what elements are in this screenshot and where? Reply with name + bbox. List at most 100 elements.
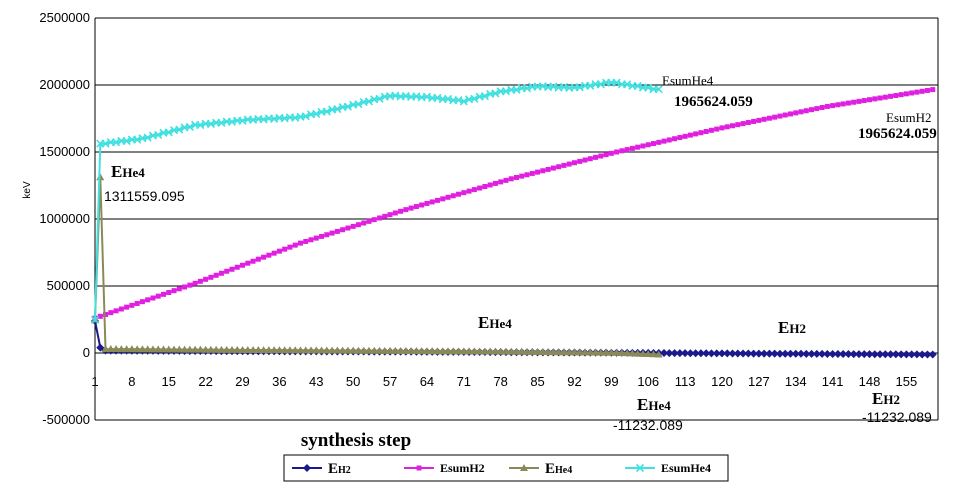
grid-lines — [95, 17, 938, 354]
point-EHe4-40 — [301, 346, 310, 354]
point-EsumH2-123 — [740, 121, 746, 127]
point-EH2-112 — [681, 349, 690, 358]
point-EsumH2-152 — [893, 92, 899, 98]
point-EsumH2-35 — [276, 248, 282, 254]
point-EHe4-16 — [175, 345, 184, 353]
point-EsumH2-122 — [735, 122, 741, 128]
series-EHe4 — [91, 173, 663, 358]
point-EsumHe4-12 — [154, 130, 163, 140]
point-EsumH2-88 — [556, 164, 562, 170]
point-EHe4-39 — [296, 346, 305, 354]
point-EsumH2-138 — [819, 105, 825, 111]
point-EsumH2-102 — [629, 145, 635, 151]
point-EsumH2-155 — [909, 90, 915, 96]
point-EH2-113 — [686, 349, 695, 358]
point-EsumH2-158 — [924, 87, 930, 93]
x-tick-71: 71 — [457, 374, 471, 389]
point-EsumH2-119 — [719, 125, 725, 131]
point-EH2-121 — [728, 349, 737, 358]
point-EsumH2-32 — [261, 254, 267, 260]
point-EHe4-63 — [422, 347, 431, 355]
point-EsumH2-91 — [571, 160, 577, 166]
point-EHe4-38 — [291, 346, 300, 354]
point-EsumH2-56 — [387, 212, 393, 218]
point-EHe4-72 — [470, 347, 479, 355]
point-EsumH2-47 — [340, 227, 346, 233]
point-EsumH2-103 — [635, 144, 641, 150]
legend-label-EsumH2: EsumH2 — [440, 461, 485, 475]
point-EHe4-35 — [275, 346, 284, 354]
point-EsumH2-55 — [382, 213, 388, 219]
point-EsumH2-34 — [271, 250, 277, 256]
point-EH2-116 — [702, 349, 711, 358]
point-EHe4-75 — [486, 347, 495, 355]
legend-label-EHe4: EHe4 — [545, 461, 572, 477]
point-EHe4-68 — [449, 347, 458, 355]
point-EHe4-82 — [523, 347, 532, 355]
annotation-ehe4-bottom-value: -11232.089 — [613, 417, 683, 433]
y-tick-labels: 2500000 2000000 1500000 1000000 500000 0 -5000… — [39, 10, 90, 427]
point-EsumH2-14 — [166, 289, 172, 295]
point-EH2-109 — [665, 349, 674, 358]
x-tick-8: 8 — [128, 374, 135, 389]
point-EsumH2-13 — [160, 291, 166, 297]
point-EsumHe4-0 — [90, 315, 100, 324]
point-EsumH2-48 — [345, 225, 351, 231]
point-EsumHe4-70 — [459, 97, 468, 106]
point-EHe4-98 — [607, 348, 616, 356]
point-EsumH2-17 — [182, 284, 188, 290]
point-EsumH2-9 — [139, 299, 145, 305]
point-EsumH2-87 — [550, 165, 556, 171]
point-EsumH2-139 — [824, 103, 830, 109]
point-EsumH2-71 — [466, 188, 472, 194]
point-EH2-115 — [696, 349, 705, 358]
point-EHe4-26 — [227, 345, 236, 353]
point-EsumH2-104 — [640, 143, 646, 149]
point-EHe4-92 — [575, 348, 584, 356]
point-EsumH2-80 — [514, 174, 519, 180]
point-EsumHe4-42 — [312, 109, 321, 119]
point-EHe4-9 — [138, 345, 147, 353]
point-EsumH2-58 — [398, 208, 404, 214]
point-EHe4-106 — [649, 350, 658, 358]
point-EsumH2-31 — [255, 256, 261, 262]
point-EsumH2-70 — [461, 190, 467, 196]
point-EsumH2-156 — [914, 89, 920, 95]
point-EHe4-20 — [196, 345, 205, 353]
point-EHe4-77 — [496, 347, 505, 355]
point-EHe4-60 — [407, 347, 416, 355]
point-EHe4-71 — [465, 347, 474, 355]
point-EsumH2-21 — [203, 276, 209, 282]
point-EHe4-53 — [370, 346, 379, 354]
point-EHe4-80 — [512, 347, 521, 355]
legend-label-EH2: EH2 — [328, 461, 351, 477]
point-EsumH2-73 — [477, 185, 483, 191]
point-EHe4-41 — [307, 346, 316, 354]
point-EHe4-2 — [101, 344, 110, 352]
x-tick-134: 134 — [785, 374, 807, 389]
annotation-eh2-bottom-value: -11232.089 — [862, 409, 932, 425]
point-EsumHe4-16 — [175, 125, 184, 134]
point-EHe4-66 — [438, 347, 447, 355]
point-EsumH2-1 — [97, 313, 103, 319]
point-EHe4-91 — [570, 348, 579, 356]
point-EHe4-21 — [201, 345, 210, 353]
point-EH2-159 — [928, 350, 937, 359]
point-EH2-111 — [675, 349, 684, 358]
point-EsumH2-7 — [129, 302, 135, 308]
point-EsumH2-129 — [772, 114, 778, 120]
x-tick-148: 148 — [859, 374, 881, 389]
point-EsumH2-10 — [145, 297, 151, 303]
point-EsumH2-148 — [872, 96, 878, 102]
point-EH2-139 — [823, 349, 832, 358]
legend-marker-EsumH2 — [416, 465, 422, 471]
x-tick-78: 78 — [493, 374, 507, 389]
point-EH2-126 — [754, 349, 763, 358]
point-EsumH2-105 — [645, 142, 651, 148]
point-EsumHe4-76 — [491, 89, 500, 98]
point-EsumH2-107 — [656, 139, 662, 145]
point-EsumH2-159 — [930, 87, 936, 93]
point-EsumH2-98 — [608, 150, 614, 156]
point-EH2-137 — [812, 349, 821, 358]
annotations: EsumHe41965624.059EsumH21965624.059EHe41… — [104, 73, 937, 433]
